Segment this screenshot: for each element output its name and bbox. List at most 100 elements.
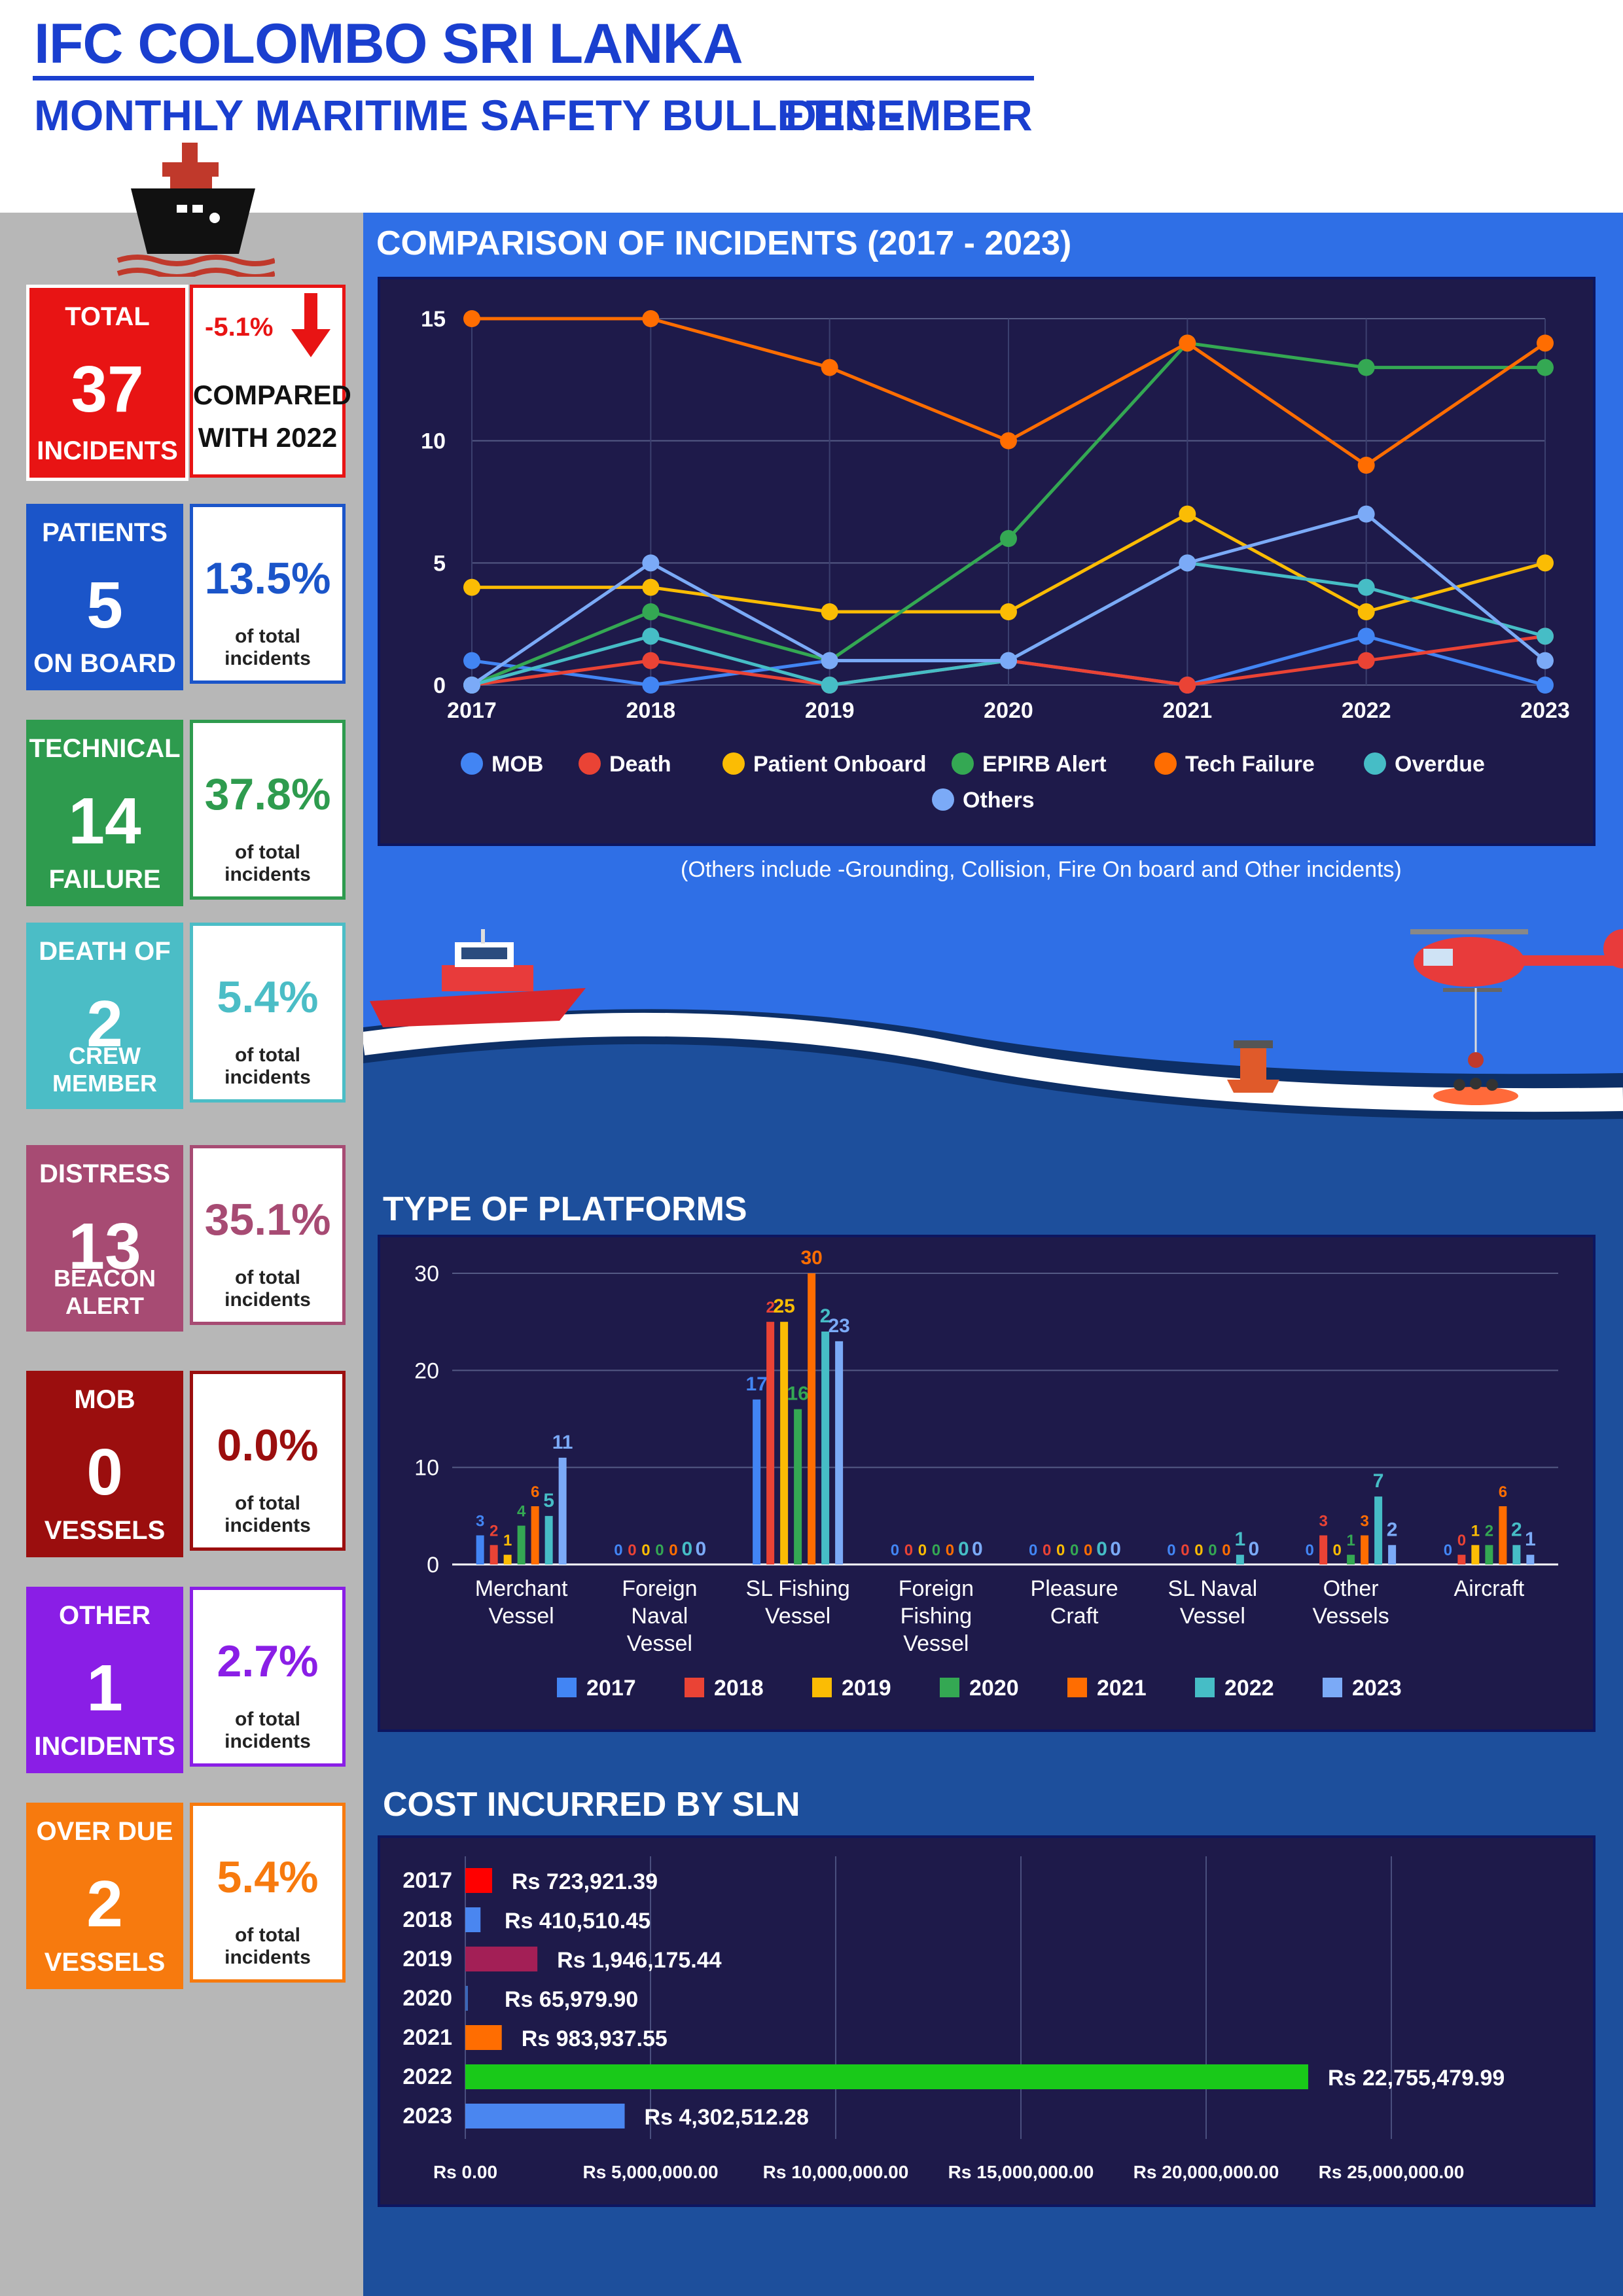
data-point [1357,627,1375,645]
stat-card: PATIENTS 5 ON BOARD [26,504,183,690]
x-tick-label: Rs 0.00 [433,2162,497,2182]
incidents-line-chart: 0 5 10 15 2017 2018 2019 2020 2021 2022 2023 MOB Dea… [421,307,1570,813]
bar-label: 3 [1319,1513,1327,1530]
stat-value: 13 [68,1210,141,1283]
x-tick-label: 2018 [626,698,676,723]
cost-bar [465,1986,468,2011]
data-point [1179,334,1196,352]
legend-marker [1364,752,1386,775]
bar [753,1399,761,1564]
cost-value-label: Rs 4,302,512.28 [645,2105,809,2130]
x-tick-label: 2020 [984,698,1033,723]
data-point [1000,530,1017,547]
stat-percent-caption: of total incidents [224,1492,311,1536]
bar-label: 0 [904,1542,913,1559]
bar-label: 1 [1525,1528,1536,1550]
bar-label: 2 [1387,1519,1398,1540]
bar-label: 0 [932,1542,940,1559]
bar-label: 0 [891,1542,899,1559]
cost-bar [465,1907,481,1932]
stat-label-top: OVER DUE [36,1817,173,1846]
stat-percent: 5.4% [217,972,319,1022]
rescue-boat-icon [370,929,586,1027]
bar [531,1506,539,1564]
helicopter-icon [1410,929,1623,1068]
stat-label-bottom: BEACON ALERT [53,1265,156,1319]
bar-label: 0 [1305,1542,1313,1559]
data-point [1357,505,1375,523]
stat-percent-caption: of total incidents [224,626,311,669]
data-point [821,652,838,669]
stat-label-bottom: INCIDENTS [34,1732,175,1761]
category-label: Naval [631,1604,688,1629]
bar [544,1515,553,1564]
bar-label: 6 [531,1483,539,1501]
stat-percent-caption: of total incidents [224,1924,311,1968]
legend-label: 2020 [969,1676,1019,1701]
comparison-title: COMPARISON OF INCIDENTS (2017 - 2023) [376,224,1072,262]
x-tick-label: Rs 10,000,000.00 [763,2162,909,2182]
x-tick-label: 2017 [447,698,497,723]
bar-label: 0 [972,1538,983,1560]
stat-label-top: PATIENTS [42,518,168,547]
stat-label-bottom: VESSELS [44,1516,166,1545]
y-category-label: 2023 [402,2104,452,2128]
data-point [821,359,838,376]
bar [821,1332,830,1564]
legend-marker [1154,752,1177,775]
arrow-down-icon [291,293,330,357]
data-point [1357,578,1375,596]
bar-label: 0 [1029,1542,1037,1559]
bar-label: 0 [1070,1542,1079,1559]
bar-label: 23 [828,1315,849,1337]
legend-label: Tech Failure [1185,752,1315,777]
bar [503,1555,512,1564]
category-label: Vessel [903,1631,969,1656]
cost-bar [465,1868,492,1893]
data-point [463,578,480,596]
legend-label: 2017 [586,1676,636,1701]
buoy-icon [1227,1040,1279,1093]
category-label: Vessel [627,1631,692,1656]
data-point [1000,432,1017,450]
bulletin-subtitle: MONTHLY MARITIME SAFETY BULLETIN - [34,91,902,139]
bar-label: 1 [1471,1522,1480,1540]
stat-value: 5 [86,569,123,642]
title-underline [33,76,1034,80]
stat-percent: 37.8% [204,769,331,819]
bar [476,1535,484,1564]
total-label: TOTAL [65,302,150,331]
bar-label: 0 [628,1542,636,1559]
legend-marker [932,788,954,811]
others-note: (Others include -Grounding, Collision, F… [681,857,1402,882]
bar-label: 0 [918,1542,927,1559]
legend-swatch [1195,1678,1215,1697]
bar-label: 17 [745,1373,767,1395]
data-point [463,677,480,694]
stat-label-bottom: FAILURE [48,865,161,894]
cost-hbar-chart: Rs 0.00 Rs 5,000,000.00 Rs 10,000,000.00 Rs… [402,1856,1505,2182]
bar-label: 11 [552,1432,573,1453]
bar-label: 0 [1096,1538,1107,1560]
x-tick-label: Rs 5,000,000.00 [582,2162,718,2182]
bar-label: 0 [655,1542,664,1559]
data-point [1537,652,1554,669]
legend-label: 2021 [1097,1676,1147,1701]
bar-label: 16 [787,1383,808,1405]
data-point [642,603,660,620]
stat-percent-caption: of total incidents [224,841,311,885]
bar-label: 3 [1360,1513,1368,1530]
bar-label: 0 [614,1542,622,1559]
cost-value-label: Rs 723,921.39 [512,1869,658,1894]
category-label: Craft [1050,1604,1099,1629]
legend-swatch [940,1678,959,1697]
total-value: 37 [71,353,144,426]
legend-marker [952,752,974,775]
data-point [1179,677,1196,694]
stat-percent: 5.4% [217,1852,319,1902]
x-tick-label: 2021 [1163,698,1213,723]
bar-label: 0 [1208,1542,1217,1559]
bar-chart-panel: 0 10 20 30 3 2 1 4 6 5 11 Merchant Vessel 0 0 0 0 0 0 0 Fore… [378,1235,1596,1732]
cost-value-label: Rs 22,755,479.99 [1328,2066,1505,2091]
bar [1485,1545,1493,1564]
